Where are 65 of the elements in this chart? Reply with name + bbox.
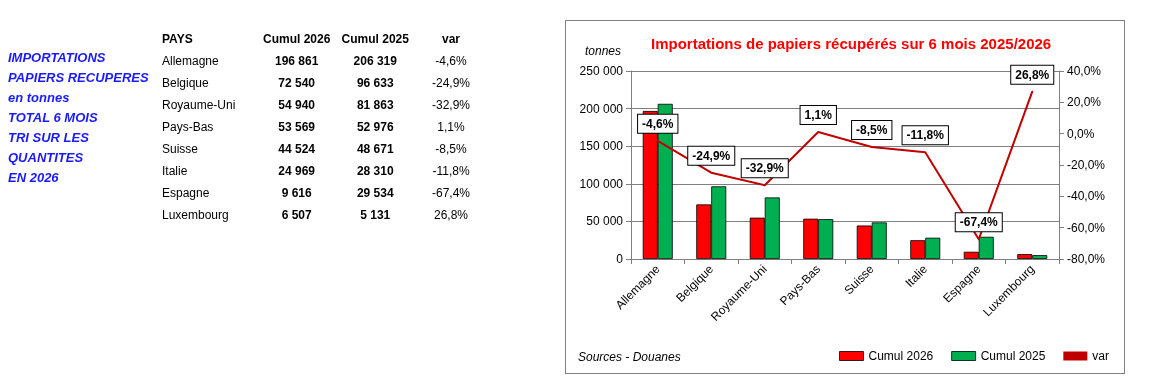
y-tick-label: 150 000	[579, 139, 624, 154]
text: 24 969	[277, 163, 316, 180]
y2-tick-label: -40,0%	[1067, 189, 1106, 204]
text: -24,9%	[431, 75, 471, 92]
text: 1,1%	[436, 119, 466, 136]
y-tick-label: 200 000	[579, 101, 624, 116]
legend-label: Cumul 2025	[980, 349, 1046, 363]
data-label: -32,9%	[745, 161, 785, 176]
text: -32,9%	[431, 97, 471, 114]
text: -67,4%	[431, 185, 471, 202]
text: 48 671	[355, 141, 395, 158]
y2-tick-label: -20,0%	[1067, 158, 1106, 172]
x-tick-label: Italie	[902, 261, 931, 290]
data-label: 26,8%	[1015, 67, 1050, 82]
chart-title: Importations de papiers récupérés sur 6 mois 2025/2026	[651, 35, 1052, 52]
text: Pays-Bas	[161, 119, 215, 136]
text: Allemagne	[161, 53, 220, 70]
y-tick-label: 100 000	[579, 176, 624, 191]
data-label: -67,4%	[959, 215, 999, 230]
text: 29 534	[355, 185, 395, 202]
y-tick-label: 250 000	[579, 64, 624, 78]
text: Belgique	[161, 75, 210, 92]
legend-label: var	[1092, 349, 1109, 363]
y2-tick-label: 0,0%	[1067, 126, 1095, 141]
y2-tick-label: -80,0%	[1067, 252, 1106, 266]
text: var	[441, 31, 461, 48]
text: -11,8%	[431, 163, 471, 180]
text: 26,8%	[433, 207, 469, 224]
text: 52 976	[355, 119, 395, 136]
text: -8,5%	[434, 141, 468, 158]
data-label: 1,1%	[804, 107, 833, 122]
y-tick-label: 50 000	[586, 214, 624, 229]
y2-tick-label: 40,0%	[1067, 64, 1102, 78]
text: Suisse	[161, 141, 200, 158]
data-label: -4,6%	[642, 116, 674, 131]
text: Cumul 2025	[340, 31, 410, 48]
text: 81 863	[355, 97, 395, 114]
text: -4,6%	[434, 53, 468, 70]
y-axis-title: tonnes	[584, 44, 621, 58]
legend-label: Cumul 2026	[868, 349, 934, 363]
text: 44 524	[277, 141, 316, 158]
y2-tick-label: -60,0%	[1067, 220, 1106, 235]
data-label: -8,5%	[856, 122, 888, 137]
text: IMPORTATIONS PAPIERS RECUPERES en tonnes TOTAL 6 MOIS TRI SUR LES QUANTITES EN 2026	[8, 49, 149, 187]
text: Espagne	[161, 185, 211, 202]
source-note: Sources - Douanes	[578, 350, 681, 364]
text: Luxembourg	[161, 207, 230, 224]
y2-tick-label: 20,0%	[1067, 95, 1102, 110]
text: 196 861	[273, 53, 320, 70]
text: 6 507	[280, 207, 313, 224]
text: 9 616	[280, 185, 313, 202]
data-label: -24,9%	[692, 148, 731, 163]
text: Royaume-Uni	[161, 97, 237, 114]
text: 72 540	[277, 75, 316, 92]
text: Italie	[161, 163, 189, 180]
text: 5 131	[359, 207, 392, 224]
text: 28 310	[355, 163, 395, 180]
text: 54 940	[277, 97, 316, 114]
text: 206 319	[352, 53, 398, 70]
y-tick-label: 0	[616, 252, 624, 266]
text: Cumul 2026	[262, 31, 332, 48]
text: 96 633	[355, 75, 395, 92]
text: 53 569	[277, 119, 316, 136]
data-label: -11,8%	[906, 128, 945, 143]
text: PAYS	[161, 31, 194, 48]
